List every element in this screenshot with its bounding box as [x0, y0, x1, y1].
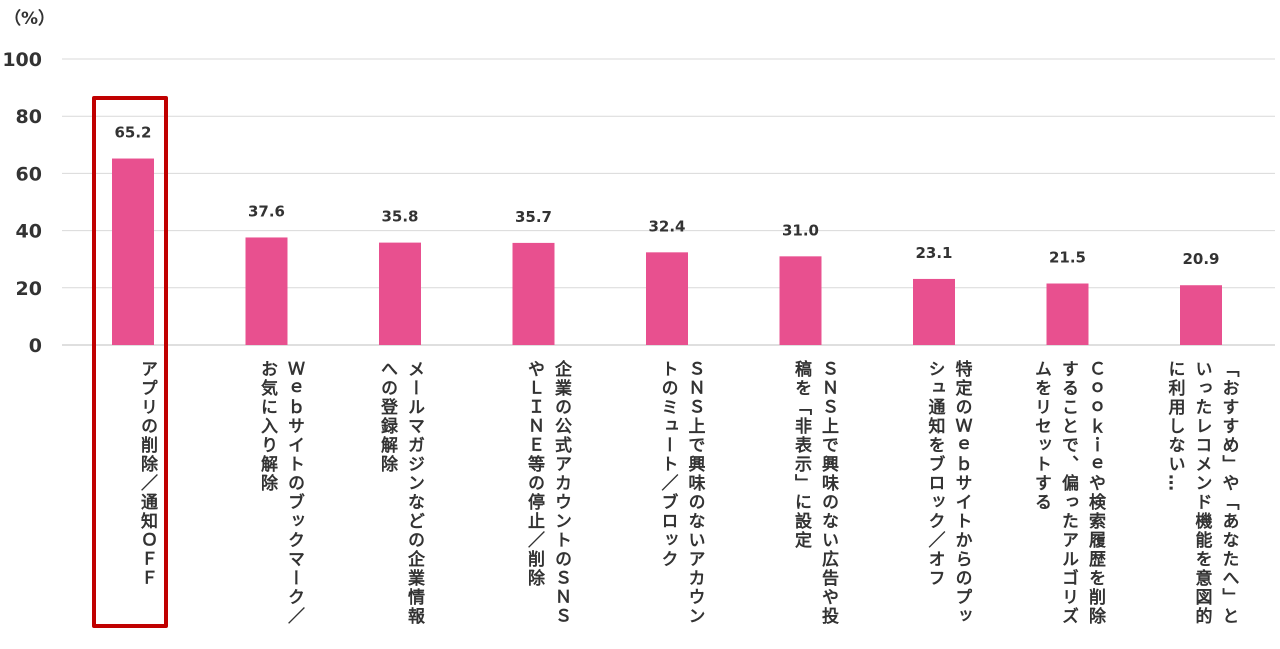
- y-unit-label: （%）: [4, 9, 56, 29]
- x-tick-label: Ｗｅｂサイトのブックマーク／お気に入り解除: [257, 360, 304, 626]
- data-label: 20.9: [1182, 250, 1219, 268]
- data-label: 35.7: [515, 208, 552, 226]
- bar: [379, 242, 421, 345]
- x-tick-label: ＳＮＳ上で興味のない広告や投稿を「非表示」に設定: [791, 360, 838, 626]
- data-label: 32.4: [648, 217, 685, 235]
- x-tick-label: 「おすすめ」や「あなたへ」といったレコメンド機能を意図的に利用しない…: [1164, 360, 1239, 626]
- x-tick-label: Ｃｏｏｋｉｅや検索履歴を削除することで、偏ったアルゴリズムをリセットする: [1031, 360, 1105, 626]
- bar: [646, 252, 688, 345]
- bar: [913, 278, 955, 345]
- data-label: 35.8: [381, 208, 418, 226]
- bar: [512, 242, 555, 345]
- y-tick-label: 100: [2, 49, 42, 71]
- data-label: 31.0: [782, 221, 819, 239]
- bar: [1180, 285, 1222, 345]
- x-tick-label: メールマガジンなどの企業情報への登録解除: [377, 360, 424, 626]
- bar: [779, 256, 822, 345]
- x-tick-label: 企業の公式アカウントのＳＮＳやＬＩＮＥ等の停止／削除: [524, 360, 571, 626]
- bar: [245, 237, 288, 345]
- data-label: 65.2: [114, 124, 151, 142]
- bar: [1046, 283, 1089, 345]
- y-tick-label: 60: [16, 163, 42, 185]
- bar: [112, 158, 154, 345]
- y-tick-label: 80: [16, 106, 42, 128]
- x-tick-label: ＳＮＳ上で興味のないアカウントのミュート／ブロック: [657, 360, 705, 626]
- x-tick-label: 特定のＷｅｂサイトからのプッシュ通知をブロック／オフ: [924, 360, 972, 626]
- y-tick-label: 20: [16, 278, 42, 300]
- data-label: 37.6: [248, 202, 285, 220]
- y-tick-label: 40: [16, 221, 42, 243]
- x-tick-label: アプリの削除／通知ＯＦＦ: [137, 360, 157, 588]
- y-tick-label: 0: [29, 335, 42, 357]
- data-label: 23.1: [915, 244, 952, 262]
- data-label: 21.5: [1049, 249, 1086, 267]
- highlight-box: [92, 96, 168, 628]
